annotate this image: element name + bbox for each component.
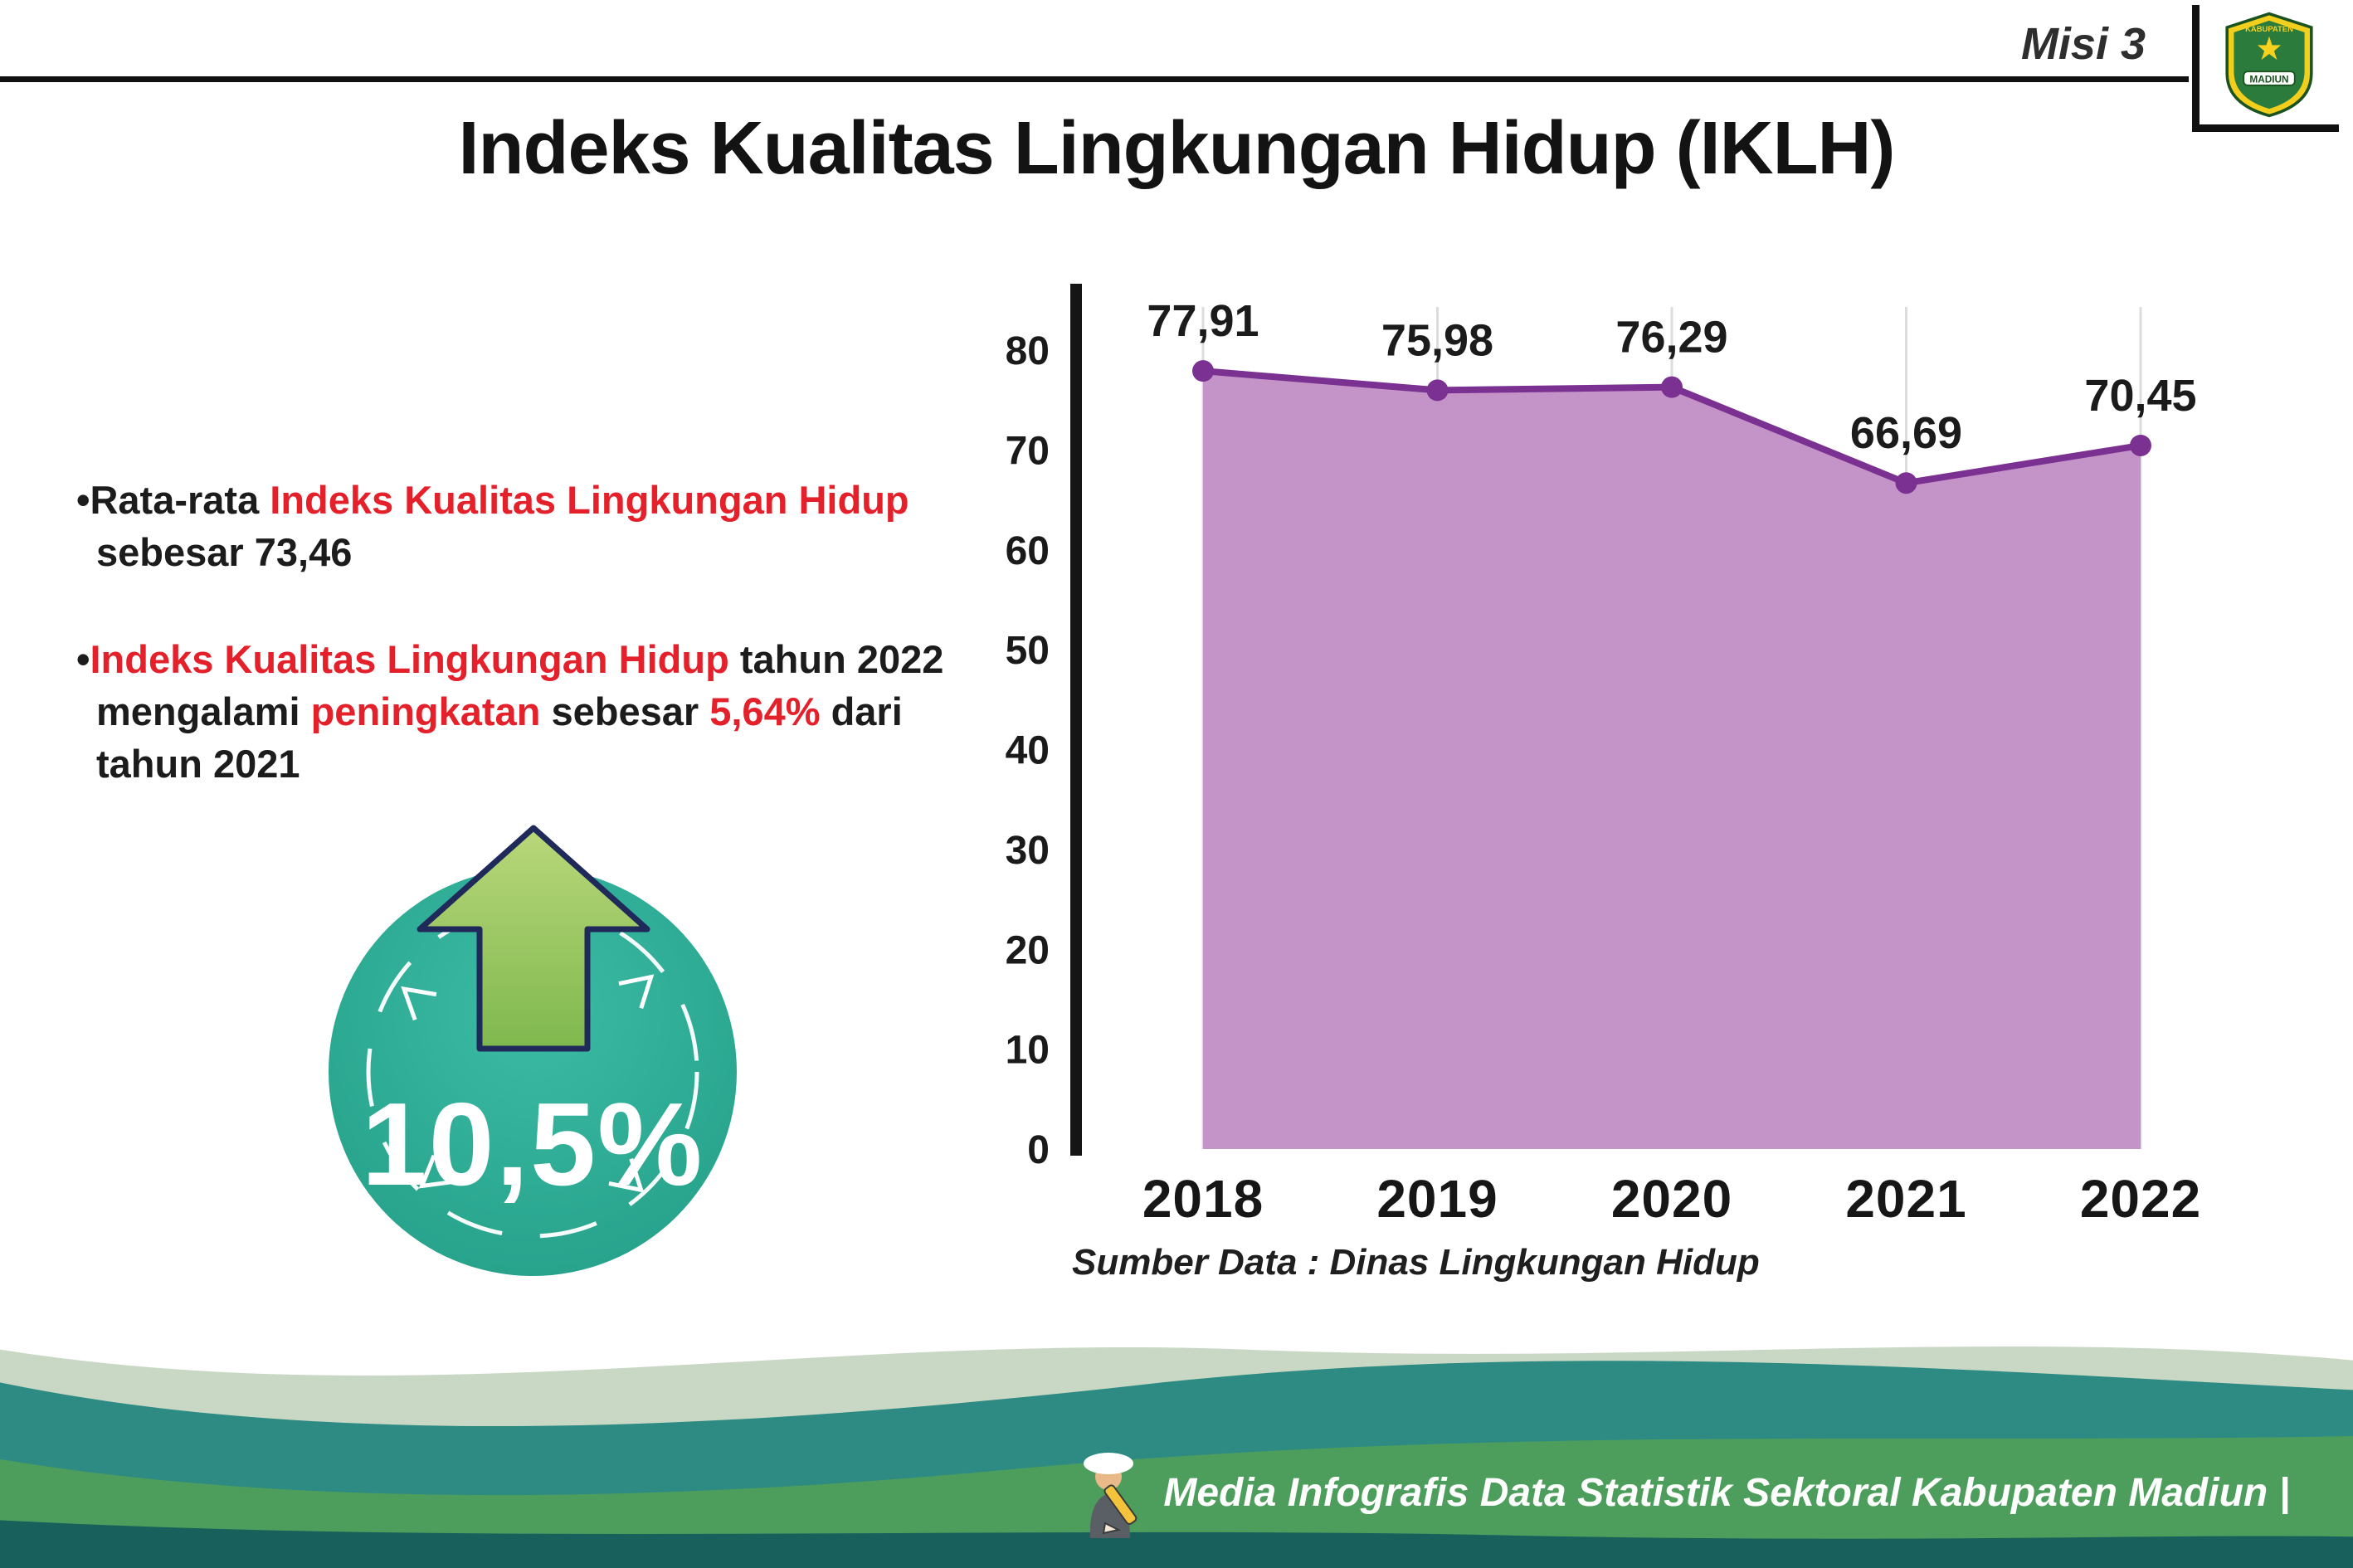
y-tick-label: 10	[1006, 1029, 1050, 1073]
iklh-area-chart: 77,91 75,98 76,29 66,69 70,45 0 10 20 30 40 50 60 70…	[979, 274, 2323, 1278]
page-title: Indeks Kualitas Lingkungan Hidup (IKLH)	[458, 107, 1895, 190]
value-label: 76,29	[1615, 313, 1727, 363]
text-segment: dari	[820, 689, 903, 733]
value-label: 75,98	[1381, 315, 1493, 365]
area-fill	[1203, 371, 2141, 1149]
bullet-dot: •	[76, 478, 90, 522]
x-tick-label: 2022	[2080, 1169, 2201, 1229]
x-tick-label: 2018	[1142, 1169, 1264, 1229]
y-tick-label: 80	[1006, 329, 1050, 373]
x-tick-label: 2019	[1376, 1169, 1498, 1229]
x-tick-label: 2021	[1845, 1169, 1966, 1229]
bullet-line: tahun 2021	[76, 738, 989, 791]
bullet-line: mengalami peningkatan sebesar 5,64% dari	[76, 686, 989, 738]
data-point	[1895, 472, 1917, 494]
footer-caption: Media Infografis Data Statistik Sektoral…	[1163, 1470, 2290, 1515]
y-axis	[1070, 284, 1082, 1156]
data-source-caption: Sumber Data : Dinas Lingkungan Hidup	[1072, 1242, 1760, 1283]
footer-waves	[0, 1346, 2353, 1568]
bullet-increase: •Indeks Kualitas Lingkungan Hidup tahun …	[76, 634, 989, 791]
y-tick-label: 50	[1006, 629, 1050, 673]
text-segment: Rata-rata	[90, 478, 270, 522]
text-segment: Indeks Kualitas Lingkungan Hidup	[270, 478, 909, 522]
text-segment: sebesar	[540, 689, 710, 733]
y-tick-label: 60	[1006, 529, 1050, 573]
y-tick-label: 40	[1006, 729, 1050, 773]
text-segment: mengalami	[96, 689, 311, 733]
data-point	[1661, 376, 1683, 398]
chart-canvas: 77,91 75,98 76,29 66,69 70,45 0 10 20 30 40 50 60 70…	[1006, 284, 2201, 1229]
mascot-icon	[1084, 1453, 1138, 1538]
text-segment: tahun 2022	[728, 636, 944, 681]
value-label: 66,69	[1850, 408, 1962, 458]
increase-percentage: 10,5%	[361, 1079, 704, 1210]
x-tick-label: 2020	[1611, 1169, 1732, 1229]
crest-bottom-text: MADIUN	[2249, 73, 2288, 85]
key-points: •Rata-rata Indeks Kualitas Lingkungan Hi…	[76, 475, 989, 791]
regency-logo-box: KABUPATEN MADIUN	[2192, 5, 2339, 132]
bullet-line: •Indeks Kualitas Lingkungan Hidup tahun …	[76, 634, 989, 686]
footer-caption-row: Media Infografis Data Statistik Sektoral…	[1067, 1444, 2290, 1541]
bullet-dot: •	[76, 636, 90, 681]
bullet-line: sebesar 73,46	[76, 527, 989, 579]
mission-label: Misi 3	[2020, 19, 2146, 69]
crest-top-text: KABUPATEN	[2245, 25, 2293, 34]
header-rule	[0, 76, 2189, 82]
regency-crest-icon: KABUPATEN MADIUN	[2225, 12, 2313, 118]
text-segment: peningkatan	[310, 689, 541, 733]
text-segment: tahun 2021	[96, 741, 300, 786]
data-point	[1192, 360, 1214, 382]
bullet-average: •Rata-rata Indeks Kualitas Lingkungan Hi…	[76, 475, 989, 579]
text-segment: sebesar 73,46	[96, 529, 353, 574]
bullet-line: •Rata-rata Indeks Kualitas Lingkungan Hi…	[76, 475, 989, 527]
value-label: 70,45	[2084, 371, 2196, 421]
text-segment: Indeks Kualitas Lingkungan Hidup	[90, 636, 729, 681]
increase-badge: 10,5%	[329, 868, 737, 1276]
y-tick-label: 30	[1006, 829, 1050, 873]
y-tick-label: 0	[1027, 1128, 1050, 1172]
value-label: 77,91	[1147, 296, 1259, 346]
up-arrow-icon	[417, 825, 650, 1052]
data-point	[1426, 379, 1449, 402]
y-tick-label: 70	[1006, 429, 1050, 473]
y-tick-label: 20	[1006, 928, 1050, 972]
data-point	[2130, 434, 2151, 456]
text-segment: 5,64%	[709, 689, 821, 733]
